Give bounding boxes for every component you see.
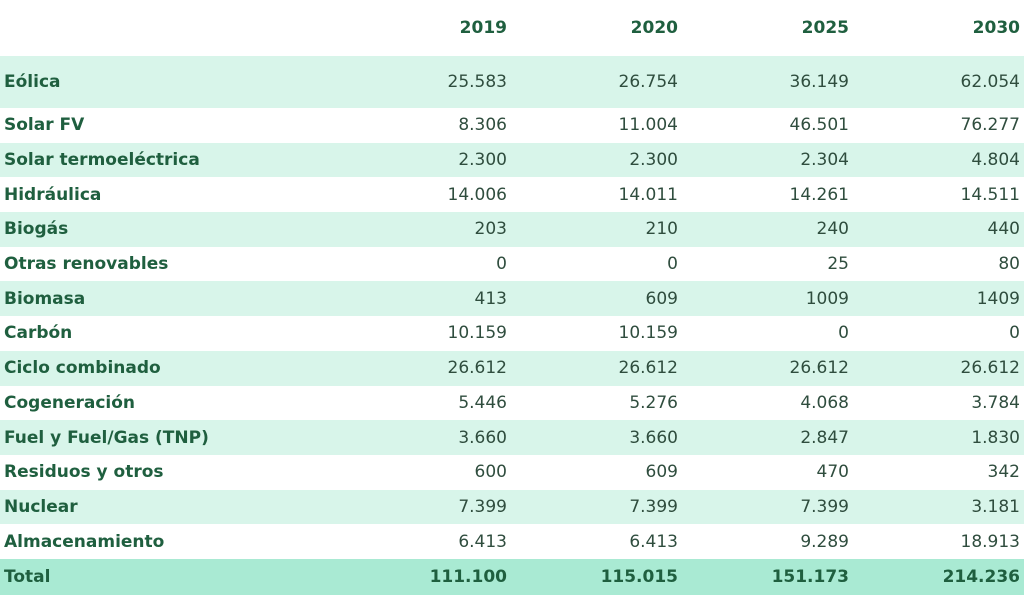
table-row: Cogeneración 5.446 5.276 4.068 3.784 [0, 385, 1024, 421]
cell-value: 2.304 [800, 150, 849, 171]
cell-value: 210 [645, 219, 678, 240]
total-value: 115.015 [600, 566, 678, 587]
cell-value: 2.300 [458, 150, 507, 171]
year-header-2020: 2020 [511, 0, 682, 56]
cell-value: 26.612 [618, 358, 678, 379]
header-row: 2019 2020 2025 2030 [0, 0, 1024, 56]
cell-value: 10.159 [447, 323, 507, 344]
table-row: Hidráulica 14.006 14.011 14.261 14.511 [0, 177, 1024, 213]
cell-value: 7.399 [800, 496, 849, 517]
row-label: Ciclo combinado [4, 358, 161, 379]
table-row: Fuel y Fuel/Gas (TNP) 3.660 3.660 2.847 … [0, 420, 1024, 455]
cell-value: 3.181 [971, 496, 1020, 517]
cell-value: 6.413 [629, 531, 678, 552]
row-label: Eólica [4, 72, 61, 92]
cell-value: 36.149 [789, 72, 849, 92]
cell-value: 609 [645, 462, 678, 483]
cell-value: 8.306 [458, 115, 507, 136]
cell-value: 18.913 [960, 531, 1020, 552]
cell-value: 10.159 [618, 323, 678, 344]
cell-value: 26.612 [960, 358, 1020, 379]
cell-value: 11.004 [618, 115, 678, 136]
total-value: 214.236 [942, 566, 1020, 587]
cell-value: 470 [816, 462, 849, 483]
table-row: Solar FV 8.306 11.004 46.501 76.277 [0, 108, 1024, 143]
row-label: Solar FV [4, 115, 85, 136]
row-label: Cogeneración [4, 392, 136, 413]
cell-value: 609 [645, 288, 678, 309]
cell-value: 9.289 [800, 531, 849, 552]
cell-value: 0 [667, 254, 678, 275]
cell-value: 3.660 [629, 427, 678, 448]
cell-value: 0 [838, 323, 849, 344]
cell-value: 2.300 [629, 150, 678, 171]
cell-value: 1409 [976, 288, 1020, 309]
cell-value: 26.754 [618, 72, 678, 92]
table-row: Solar termoeléctrica 2.300 2.300 2.304 4… [0, 142, 1024, 178]
cell-value: 4.804 [971, 150, 1020, 171]
cell-value: 1009 [805, 288, 849, 309]
table-row: Biomasa 413 609 1009 1409 [0, 281, 1024, 317]
total-value: 111.100 [429, 566, 507, 587]
row-label: Carbón [4, 323, 73, 344]
year-header-2025: 2025 [682, 0, 853, 56]
cell-value: 3.660 [458, 427, 507, 448]
year-header-2019: 2019 [340, 0, 511, 56]
table-row: Almacenamiento 6.413 6.413 9.289 18.913 [0, 524, 1024, 559]
row-label: Hidráulica [4, 184, 102, 205]
row-label: Biomasa [4, 288, 86, 309]
cell-value: 25.583 [447, 72, 507, 92]
cell-value: 14.011 [618, 184, 678, 205]
cell-value: 14.511 [960, 184, 1020, 205]
table-row: Nuclear 7.399 7.399 7.399 3.181 [0, 489, 1024, 525]
year-header-2030: 2030 [853, 0, 1024, 56]
total-row: Total 111.100 115.015 151.173 214.236 [0, 558, 1024, 595]
table-row: Residuos y otros 600 609 470 342 [0, 454, 1024, 490]
table-row: Eólica 25.583 26.754 36.149 62.054 [0, 56, 1024, 108]
cell-value: 25 [827, 254, 849, 275]
row-label: Residuos y otros [4, 462, 164, 483]
cell-value: 203 [474, 219, 507, 240]
row-label: Otras renovables [4, 254, 169, 275]
cell-value: 6.413 [458, 531, 507, 552]
cell-value: 600 [474, 462, 507, 483]
cell-value: 26.612 [789, 358, 849, 379]
cell-value: 62.054 [960, 72, 1020, 92]
cell-value: 4.068 [800, 392, 849, 413]
cell-value: 46.501 [789, 115, 849, 136]
cell-value: 14.261 [789, 184, 849, 205]
cell-value: 440 [987, 219, 1020, 240]
cell-value: 2.847 [800, 427, 849, 448]
row-label: Almacenamiento [4, 531, 165, 552]
cell-value: 14.006 [447, 184, 507, 205]
table-row: Carbón 10.159 10.159 0 0 [0, 316, 1024, 351]
total-label: Total [4, 566, 51, 587]
row-label: Solar termoeléctrica [4, 150, 200, 171]
cell-value: 5.446 [458, 392, 507, 413]
table-row: Otras renovables 0 0 25 80 [0, 246, 1024, 282]
cell-value: 342 [987, 462, 1020, 483]
total-value: 151.173 [771, 566, 849, 587]
cell-value: 7.399 [458, 496, 507, 517]
row-label: Fuel y Fuel/Gas (TNP) [4, 427, 209, 448]
row-label: Nuclear [4, 496, 78, 517]
cell-value: 80 [998, 254, 1020, 275]
row-label: Biogás [4, 219, 69, 240]
cell-value: 0 [1009, 323, 1020, 344]
corner-header [0, 0, 340, 56]
cell-value: 26.612 [447, 358, 507, 379]
cell-value: 76.277 [960, 115, 1020, 136]
cell-value: 413 [474, 288, 507, 309]
table-row: Biogás 203 210 240 440 [0, 212, 1024, 247]
cell-value: 3.784 [971, 392, 1020, 413]
cell-value: 7.399 [629, 496, 678, 517]
cell-value: 5.276 [629, 392, 678, 413]
cell-value: 240 [816, 219, 849, 240]
cell-value: 0 [496, 254, 507, 275]
table-row: Ciclo combinado 26.612 26.612 26.612 26.… [0, 350, 1024, 386]
cell-value: 1.830 [971, 427, 1020, 448]
